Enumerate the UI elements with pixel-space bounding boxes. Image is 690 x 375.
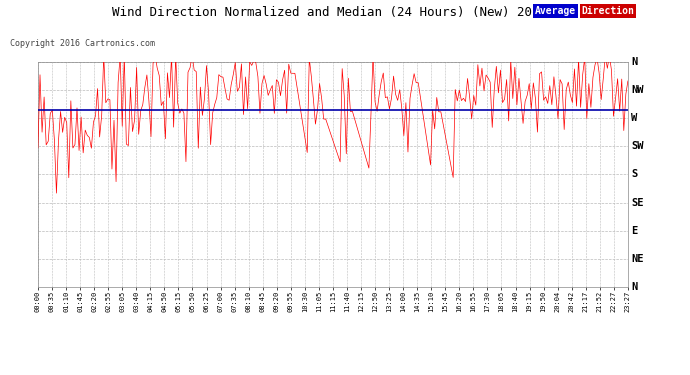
Text: N: N — [631, 282, 638, 292]
Text: SW: SW — [631, 141, 644, 151]
Text: Direction: Direction — [582, 6, 635, 16]
Text: NE: NE — [631, 254, 644, 264]
Text: NW: NW — [631, 85, 644, 95]
Text: E: E — [631, 226, 638, 236]
Text: W: W — [631, 113, 638, 123]
Text: SE: SE — [631, 198, 644, 207]
Text: Copyright 2016 Cartronics.com: Copyright 2016 Cartronics.com — [10, 39, 155, 48]
Text: Wind Direction Normalized and Median (24 Hours) (New) 20160411: Wind Direction Normalized and Median (24… — [112, 6, 578, 19]
Text: S: S — [631, 170, 638, 179]
Text: Average: Average — [535, 6, 576, 16]
Text: N: N — [631, 57, 638, 67]
